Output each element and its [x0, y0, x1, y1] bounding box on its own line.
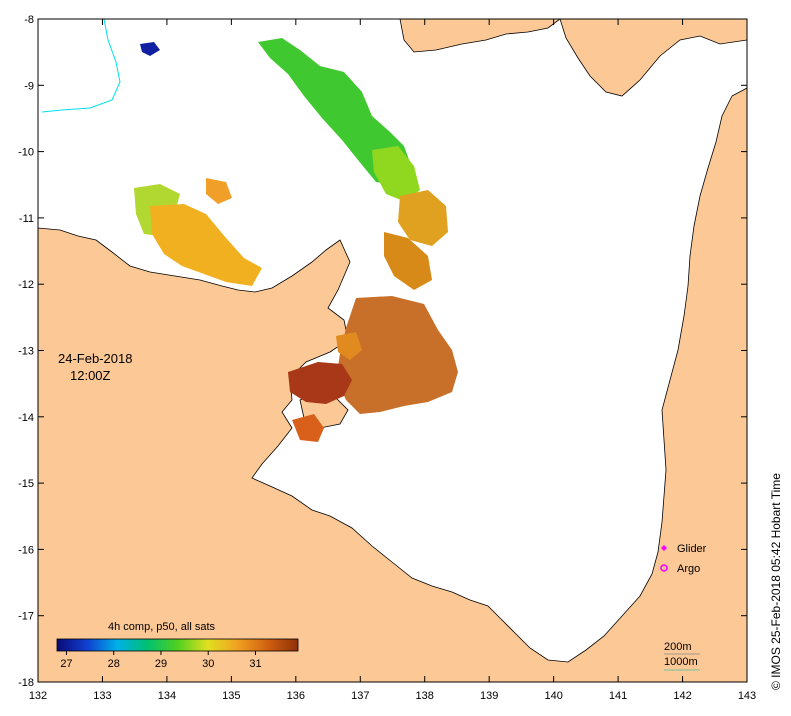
- legend-argo-label: Argo: [677, 563, 700, 575]
- land-cape-york: [559, 19, 747, 97]
- lon-tick-label: 133: [93, 690, 111, 702]
- land-northern-territory: [38, 87, 747, 682]
- time-label: 12:00Z: [70, 368, 111, 383]
- depth-legend: 200m 1000m: [664, 641, 700, 671]
- lon-tick-label: 143: [738, 690, 756, 702]
- lat-tick-label: -13: [18, 346, 34, 358]
- lat-tick-label: -14: [18, 412, 34, 424]
- depth-1000m-label: 1000m: [664, 656, 698, 668]
- colorbar: 4h comp, p50, all sats 27 28 29 30 31: [56, 621, 299, 670]
- depth-200m-label: 200m: [664, 641, 692, 653]
- lat-tick-label: -15: [18, 478, 34, 490]
- lon-tick-label: 136: [287, 690, 305, 702]
- map-axes: 132 133 134 135 136 137 138 139 140 141 142 143 -8 -9…: [18, 14, 756, 702]
- legend-glider-label: Glider: [677, 543, 707, 555]
- colorbar-tick-label: 28: [108, 658, 120, 670]
- obs-legend: Glider Argo: [660, 543, 707, 575]
- date-label: 24-Feb-2018: [58, 351, 132, 366]
- colorbar-ticks: 27 28 29 30 31: [60, 651, 262, 670]
- glider-marker-icon: [661, 545, 667, 551]
- lat-tick-label: -9: [24, 80, 34, 92]
- colorbar-tick-label: 29: [155, 658, 167, 670]
- colorbar-tick-label: 27: [60, 658, 72, 670]
- lon-tick-label: 132: [29, 690, 47, 702]
- river-line: [41, 19, 121, 113]
- land-new-guinea: [399, 19, 561, 53]
- lat-tick-label: -17: [18, 611, 34, 623]
- colorbar-title: 4h comp, p50, all sats: [108, 621, 216, 633]
- lat-tick-label: -8: [24, 14, 34, 26]
- imos-credit: © IMOS 25-Feb-2018 05:42 Hobart Time: [769, 473, 783, 690]
- lon-tick-label: 138: [416, 690, 434, 702]
- colorbar-tick-label: 31: [249, 658, 261, 670]
- lon-tick-label: 139: [480, 690, 498, 702]
- lon-tick-label: 140: [544, 690, 562, 702]
- lat-tick-label: -10: [18, 147, 34, 159]
- lon-tick-label: 135: [222, 690, 240, 702]
- lat-tick-label: -18: [18, 677, 34, 689]
- lat-tick-label: -11: [19, 213, 34, 225]
- lat-tick-label: -16: [18, 544, 34, 556]
- lat-tick-label: -12: [18, 279, 34, 291]
- lon-tick-label: 137: [351, 690, 369, 702]
- argo-marker-icon: [660, 564, 668, 572]
- colorbar-bar: [56, 638, 299, 652]
- sst-data-overlay: [134, 38, 458, 442]
- lon-tick-label: 141: [609, 690, 627, 702]
- lon-tick-label: 142: [673, 690, 691, 702]
- colorbar-tick-label: 30: [202, 658, 214, 670]
- lon-tick-label: 134: [158, 690, 176, 702]
